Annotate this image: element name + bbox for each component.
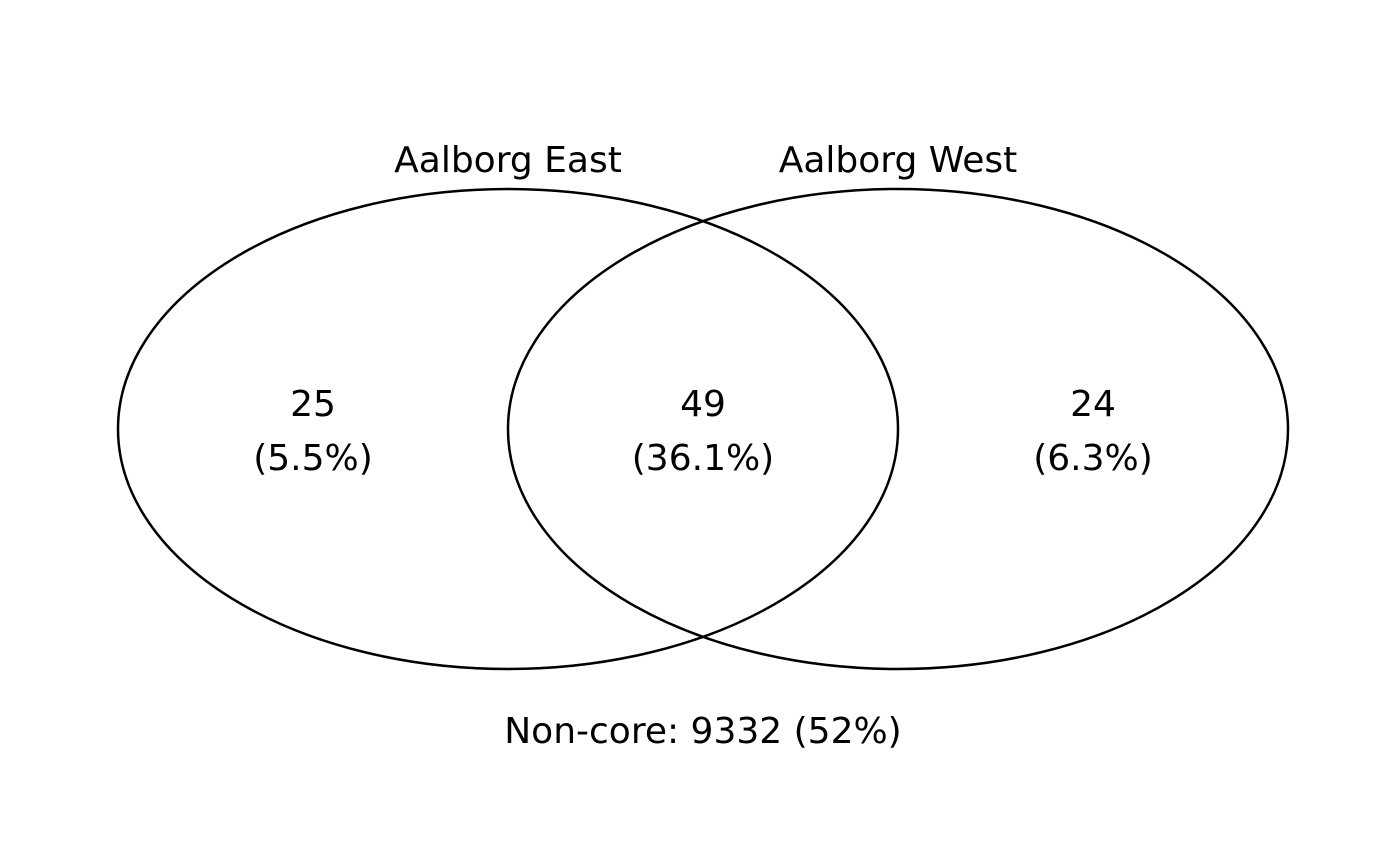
set-label-aalborg-east: Aalborg East bbox=[394, 140, 622, 181]
region-both-percent: (36.1%) bbox=[632, 438, 774, 479]
region-west-only-count: 24 bbox=[1070, 384, 1116, 425]
region-east-only-percent: (5.5%) bbox=[253, 438, 373, 479]
set-aalborg-west-ellipse bbox=[506, 187, 1290, 671]
set-label-aalborg-west: Aalborg West bbox=[779, 140, 1018, 181]
non-core-label: Non-core: 9332 (52%) bbox=[504, 711, 901, 752]
region-east-only-count: 25 bbox=[290, 384, 336, 425]
set-aalborg-east-ellipse bbox=[116, 187, 900, 671]
region-both-count: 49 bbox=[680, 384, 726, 425]
region-west-only-percent: (6.3%) bbox=[1033, 438, 1153, 479]
